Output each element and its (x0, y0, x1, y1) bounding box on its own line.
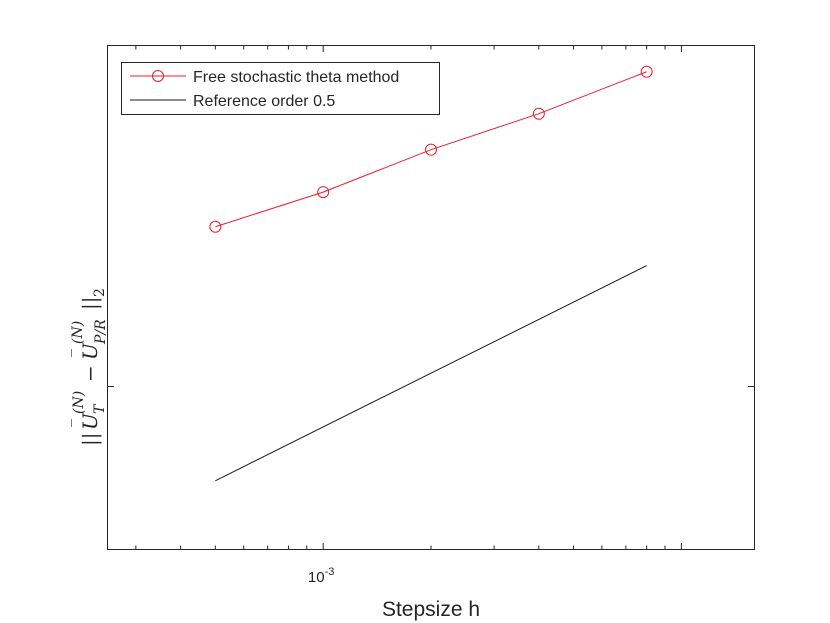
svg-text:U: U (78, 412, 102, 430)
data-point (640, 65, 653, 78)
legend-entry-reference-order: Reference order 0.5 (130, 93, 335, 110)
svg-text:T: T (92, 403, 108, 414)
x-tick-label: 10-3 (308, 566, 334, 586)
legend: Free stochastic theta method Reference o… (121, 62, 440, 115)
x-ticks (135, 45, 682, 550)
svg-text:U: U (78, 342, 102, 360)
svg-text:P/R: P/R (93, 319, 109, 345)
svg-text:2: 2 (92, 288, 108, 297)
legend-label: Reference order 0.5 (193, 93, 335, 110)
y-axis-label: || U ‾ T (N) − U ‾ P/R (N) || 2 (68, 288, 109, 446)
svg-text:(N): (N) (70, 321, 86, 344)
legend-entry-free-stochastic-theta-method: Free stochastic theta method (130, 69, 399, 86)
plot-area (107, 45, 755, 550)
data-point (317, 186, 330, 199)
data-point (425, 143, 437, 156)
series-line-1 (215, 265, 647, 482)
data-point (209, 220, 222, 233)
svg-text:‾: ‾ (68, 349, 87, 357)
x-tick-labels: 10-3 (308, 566, 334, 586)
legend-swatch-marker (152, 70, 164, 82)
svg-text:||: || (78, 433, 103, 446)
svg-text:−: − (78, 365, 102, 382)
svg-text:||: || (78, 297, 103, 310)
svg-text:(N): (N) (71, 391, 87, 414)
data-point (532, 107, 545, 120)
svg-text:‾: ‾ (68, 419, 87, 427)
series-line-0 (215, 71, 647, 228)
legend-box (121, 62, 440, 115)
series-layer (209, 65, 653, 482)
x-axis-label: Stepsize h (382, 598, 480, 621)
axes-box (107, 45, 755, 550)
legend-label: Free stochastic theta method (193, 69, 399, 86)
